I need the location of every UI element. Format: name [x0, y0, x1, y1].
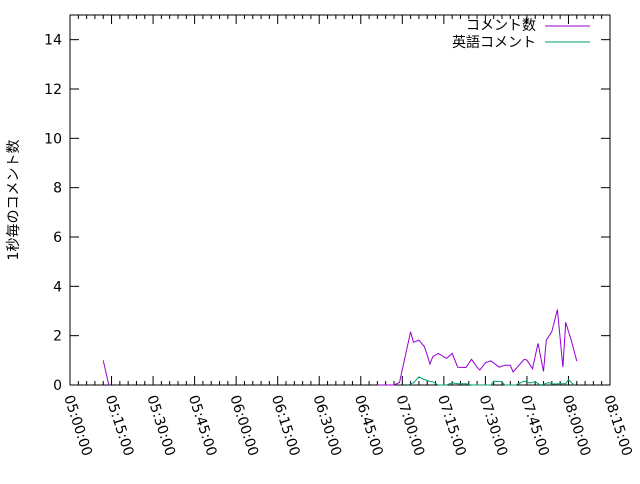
legend-label-0: コメント数	[466, 18, 536, 34]
series-line-1	[407, 376, 575, 386]
y-tick-label: 12	[44, 82, 62, 98]
x-tick-label: 05:30:00	[143, 393, 178, 458]
x-tick-label: 05:15:00	[102, 393, 137, 458]
x-tick-label: 06:45:00	[351, 393, 386, 458]
x-tick-label: 07:45:00	[517, 393, 552, 458]
y-axis-label: 1秒毎のコメント数	[6, 140, 22, 261]
x-tick-label: 07:00:00	[393, 393, 428, 458]
series-line-0	[102, 360, 110, 386]
axes: 0 2 4 6 8 10 12 14 05:00:00 05:15:00 05:30:00 05:45…	[44, 14, 635, 458]
x-tick-label: 06:30:00	[309, 393, 344, 458]
x-tick-label: 08:00:00	[559, 393, 594, 458]
series-lines	[102, 309, 578, 386]
x-tick-label: 06:00:00	[226, 393, 261, 458]
legend-label-1: 英語コメント	[452, 34, 536, 51]
series-line-0	[377, 309, 578, 386]
x-tick-label: 07:15:00	[434, 393, 469, 458]
y-tick-label: 2	[53, 329, 62, 345]
y-tick-label: 4	[53, 279, 62, 295]
y-tick-label: 0	[53, 378, 62, 394]
y-tick-label: 8	[53, 181, 62, 197]
y-tick-label: 6	[53, 230, 62, 246]
y-tick-label: 14	[44, 33, 62, 49]
legend: コメント数 英語コメント	[452, 18, 590, 51]
plot-border	[69, 14, 611, 386]
x-tick-label: 05:45:00	[185, 393, 220, 458]
x-tick-label: 05:00:00	[60, 393, 95, 458]
y-tick-label: 10	[44, 131, 62, 147]
x-tick-label: 08:15:00	[600, 393, 635, 458]
x-tick-label: 06:15:00	[268, 393, 303, 458]
x-tick-label: 07:30:00	[476, 393, 511, 458]
